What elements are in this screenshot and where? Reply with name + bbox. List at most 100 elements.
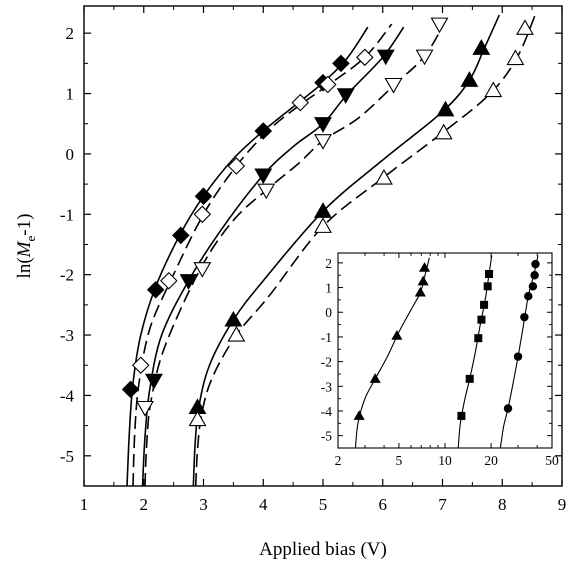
- main-xtick-label-7: 8: [498, 495, 507, 514]
- main-point-s1-0: [131, 356, 150, 375]
- main-ytick-label-5: 0: [66, 145, 75, 164]
- main-point-s3-1: [193, 262, 212, 278]
- main-point-s5-1: [227, 325, 246, 342]
- y-axis-title-symbol: M: [14, 240, 35, 258]
- main-point-s3-2: [257, 183, 276, 200]
- main-point-s2-3: [314, 117, 332, 133]
- main-point-s4-1: [224, 310, 243, 327]
- main-point-s5-7: [516, 19, 534, 35]
- main-point-s5-5: [484, 81, 503, 98]
- main-point-s5-0: [188, 410, 207, 427]
- main-point-s3-6: [430, 17, 449, 34]
- main-point-s1-3: [227, 157, 246, 175]
- main-point-s3-5: [415, 49, 434, 66]
- main-ytick-label-0: -5: [60, 447, 74, 466]
- inset-ytick-label-3: -1: [321, 330, 332, 345]
- main-point-s4-5: [472, 39, 491, 55]
- inset-point-s0-4: [417, 275, 429, 286]
- main-point-s0-6: [332, 54, 350, 73]
- main-point-s4-4: [460, 71, 479, 87]
- inset-point-s0-0: [353, 410, 365, 420]
- main-point-s5-4: [434, 123, 453, 140]
- main-point-s1-6: [356, 48, 374, 67]
- main-point-s3-3: [314, 134, 332, 150]
- main-xtick-label-8: 9: [558, 495, 567, 514]
- inset-point-s1-4: [480, 300, 489, 309]
- main-point-s2-0: [144, 373, 163, 390]
- main-ytick-label-6: 1: [66, 85, 75, 104]
- main-point-s5-6: [506, 49, 525, 66]
- main-point-s5-2: [314, 217, 332, 233]
- main-point-s3-0: [135, 400, 154, 417]
- main-ytick-label-4: -1: [60, 205, 74, 224]
- inset-point-s2-2: [520, 312, 529, 322]
- main-point-s2-2: [254, 168, 273, 185]
- y-axis-title: ln(Me-1): [14, 214, 38, 279]
- inset-point-s2-5: [530, 270, 539, 280]
- main-ytick-label-3: -2: [60, 266, 74, 285]
- main-ytick-label-7: 2: [66, 24, 75, 43]
- main-ytick-label-2: -3: [60, 326, 74, 345]
- main-point-s1-1: [160, 271, 178, 290]
- main-xtick-label-6: 7: [438, 495, 447, 514]
- main-ytick-label-1: -4: [60, 386, 75, 405]
- inset-point-s1-6: [485, 269, 494, 278]
- inset-point-s2-4: [528, 282, 538, 291]
- y-axis-title-prefix: ln(: [14, 257, 35, 278]
- inset-point-s1-1: [465, 374, 474, 383]
- main-point-s2-5: [376, 49, 395, 66]
- y-axis-title-suffix: -1): [14, 214, 35, 236]
- inset-point-s2-6: [531, 259, 540, 269]
- inset-point-s1-0: [457, 411, 466, 420]
- inset-point-s1-2: [474, 334, 483, 343]
- main-point-s2-4: [336, 88, 355, 104]
- inset-point-s0-1: [369, 373, 381, 383]
- inset-point-s2-0: [503, 404, 513, 413]
- inset-point-s2-1: [513, 352, 523, 361]
- main-point-s0-2: [172, 226, 190, 245]
- inset-point-s1-3: [477, 315, 486, 324]
- inset-ytick-label-5: -3: [321, 379, 332, 394]
- main-xtick-label-2: 3: [199, 495, 208, 514]
- main-point-s1-5: [319, 75, 337, 94]
- inset-xtick-label-0: 2: [335, 453, 342, 468]
- inset-xtick-label-2: 10: [438, 453, 452, 468]
- inset-point-s0-2: [391, 329, 403, 340]
- main-point-s0-0: [121, 380, 140, 399]
- main-xtick-label-3: 4: [259, 495, 268, 514]
- inset-background: [338, 253, 552, 448]
- inset-point-s0-3: [414, 286, 426, 297]
- main-xtick-label-1: 2: [140, 495, 149, 514]
- main-xtick-label-5: 6: [379, 495, 388, 514]
- main-point-s1-2: [193, 205, 212, 224]
- inset-xtick-label-3: 20: [484, 453, 498, 468]
- inset-point-s0-5: [418, 262, 431, 272]
- main-point-s1-4: [291, 93, 310, 112]
- main-point-s4-3: [436, 100, 455, 117]
- main-point-s2-1: [179, 274, 198, 290]
- inset-ytick-label-6: -4: [321, 404, 332, 419]
- inset-point-s2-3: [524, 291, 533, 301]
- main-point-s0-1: [146, 280, 165, 299]
- inset-ytick-label-4: -2: [321, 355, 332, 370]
- inset-ytick-label-1: 1: [325, 281, 332, 296]
- inset-xtick-label-1: 5: [396, 453, 403, 468]
- y-axis-title-subscript: e: [23, 236, 38, 242]
- main-axes: 1 2 3 4 5 6 7 8 9 -5 -4 -3 -2 -1 0 1 2: [60, 5, 567, 514]
- inset-xtick-label-4: 50: [545, 453, 559, 468]
- main-point-s5-3: [374, 168, 393, 185]
- main-marker-layer: [121, 17, 534, 427]
- inset-ytick-label-2: 0: [325, 305, 332, 320]
- main-point-s0-3: [194, 187, 213, 205]
- main-point-s3-4: [384, 77, 403, 94]
- inset-ytick-label-7: -5: [321, 429, 332, 444]
- inset-ytick-label-0: 2: [325, 256, 332, 271]
- main-point-s0-4: [254, 122, 273, 140]
- main-xtick-label-0: 1: [80, 495, 89, 514]
- main-series-line-1: [132, 23, 393, 486]
- x-axis-title: Applied bias (V): [259, 539, 387, 560]
- inset-point-s1-5: [483, 282, 492, 291]
- inset-marker-layer: [353, 259, 540, 420]
